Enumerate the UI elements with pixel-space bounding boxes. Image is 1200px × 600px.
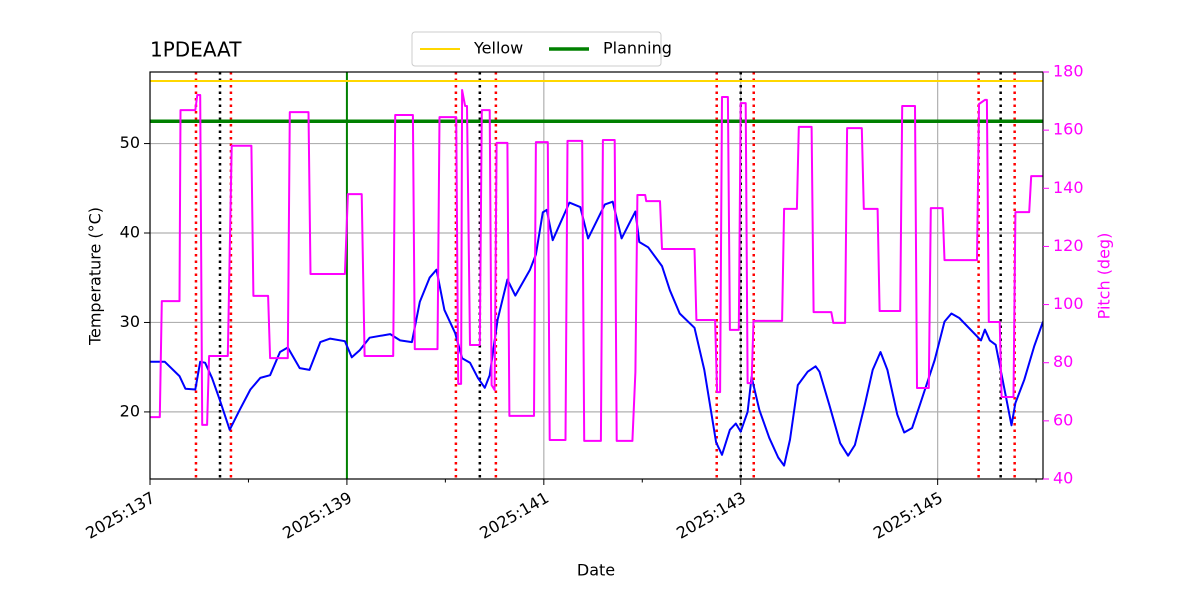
data-line: [150, 89, 1043, 442]
x-tick-label: 2025:139: [279, 488, 355, 543]
y2-tick-label: 160: [1053, 120, 1084, 139]
legend-label: Planning: [603, 39, 672, 58]
data-line: [150, 200, 1043, 467]
y2-tick-label: 100: [1053, 294, 1084, 313]
y2-tick-label: 60: [1053, 410, 1073, 429]
plot-frame: [149, 71, 1044, 480]
x-tick-label: 2025:145: [870, 488, 946, 543]
y-tick-label: 50: [120, 133, 140, 152]
y2-tick-label: 180: [1053, 62, 1084, 81]
y2-axis-label: Pitch (deg): [1095, 233, 1114, 320]
y-tick-label: 30: [120, 312, 140, 331]
legend-box: [411, 31, 662, 67]
x-tick-label: 2025:143: [673, 488, 749, 543]
y-axis-label: Temperature (°C): [86, 207, 105, 346]
legend-label: Yellow: [473, 39, 523, 58]
y-tick-label: 20: [120, 401, 140, 420]
y2-tick-label: 120: [1053, 236, 1084, 255]
x-axis-label: Date: [577, 561, 615, 580]
x-tick-label: 2025:137: [82, 488, 158, 543]
y-tick-label: 40: [120, 223, 140, 242]
y2-tick-label: 40: [1053, 469, 1073, 488]
chart-title: 1PDEAAT: [150, 38, 242, 62]
plot-area: [150, 72, 1043, 479]
y2-tick-label: 140: [1053, 178, 1084, 197]
y2-tick-label: 80: [1053, 352, 1073, 371]
x-tick-label: 2025:141: [476, 488, 552, 543]
